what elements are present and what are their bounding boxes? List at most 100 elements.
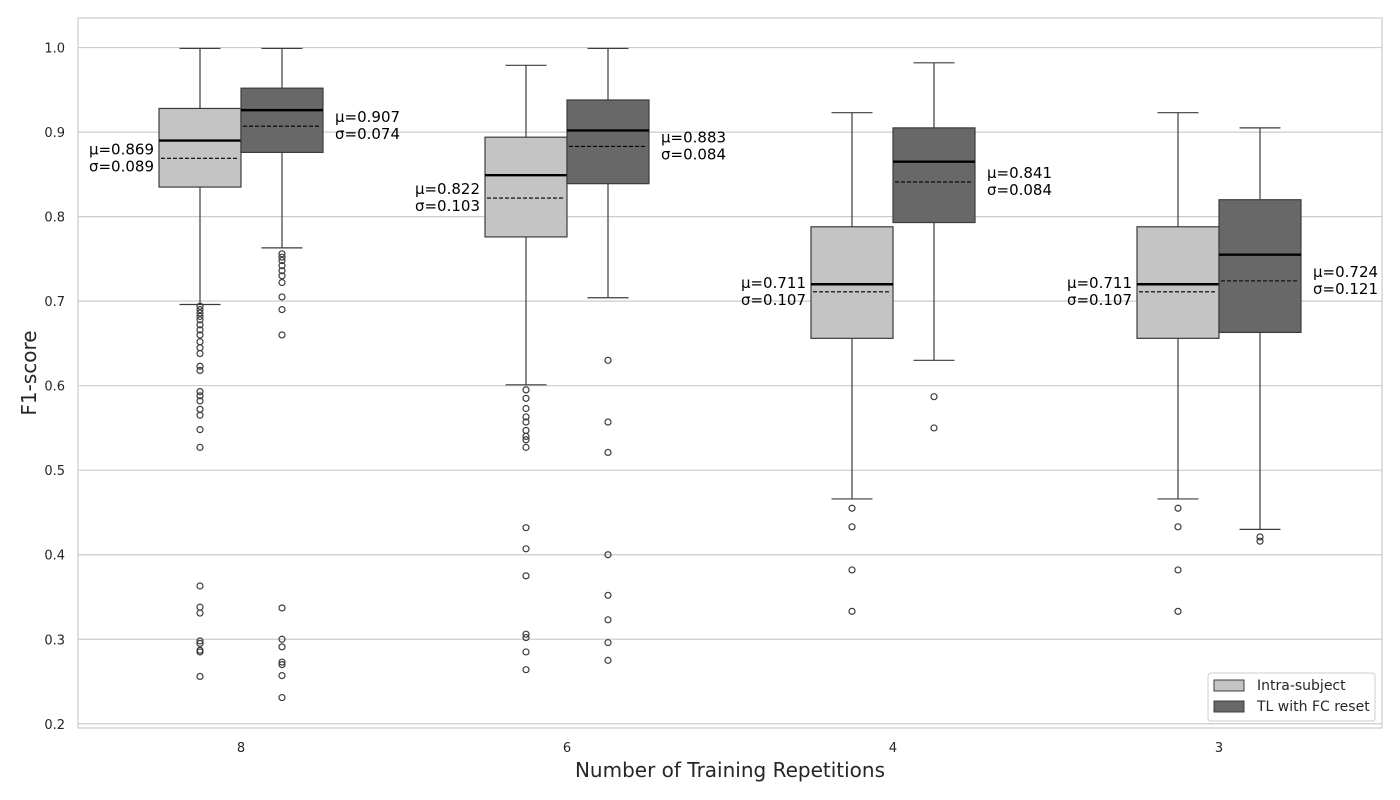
outlier-point [196, 331, 204, 339]
outlier-point [278, 262, 286, 270]
box-group [240, 47, 324, 702]
legend: Intra-subject TL with FC reset [1207, 672, 1376, 722]
x-tick-label: 3 [1215, 741, 1223, 756]
outlier-point [278, 331, 286, 339]
outlier-point [522, 633, 530, 642]
outlier-point [196, 405, 204, 413]
box-body [892, 127, 976, 224]
std-label: σ=0.084 [661, 145, 726, 163]
y-tick-label: 1.0 [44, 42, 65, 57]
outlier-point [196, 392, 204, 400]
outlier-point [278, 658, 286, 666]
legend-swatch-tl-with-fc-reset [1213, 700, 1245, 713]
legend-label-intra-subject: Intra-subject [1257, 678, 1346, 694]
outlier-point [196, 639, 204, 648]
std-label: σ=0.074 [335, 125, 400, 143]
std-label: σ=0.121 [1313, 280, 1378, 298]
box-body [240, 87, 324, 153]
mean-label: μ=0.841 [987, 164, 1052, 182]
outlier-point [196, 302, 204, 310]
outlier-point [848, 523, 856, 531]
y-tick-label: 0.3 [44, 633, 65, 648]
outlier-point [196, 387, 204, 396]
outlier-point [1174, 566, 1182, 574]
outlier-point [278, 253, 286, 261]
outlier-point [196, 672, 204, 681]
outlier-point [848, 504, 856, 512]
grid-lines [78, 46, 1382, 725]
stat-labels: μ=0.869σ=0.089μ=0.822σ=0.103μ=0.711σ=0.1… [89, 108, 1378, 309]
outlier-point [278, 306, 286, 314]
outlier-point [196, 306, 204, 314]
outlier-point [278, 661, 286, 669]
y-tick-label: 0.7 [44, 295, 65, 310]
outlier-point [522, 413, 530, 421]
box-body [484, 136, 568, 238]
outlier-point [278, 250, 286, 258]
std-label: σ=0.107 [741, 291, 806, 309]
outlier-point [604, 591, 612, 599]
outlier-point [522, 443, 530, 451]
outlier-point [278, 671, 286, 680]
box-group [1136, 112, 1220, 615]
box-body [566, 99, 650, 185]
y-tick-label: 0.4 [44, 549, 65, 564]
outlier-point [196, 326, 204, 334]
outlier-point [604, 356, 612, 364]
box-group [566, 47, 650, 664]
mean-label: μ=0.869 [89, 140, 154, 158]
outlier-point [1256, 533, 1264, 541]
outlier-point [196, 648, 204, 656]
y-tick-label: 0.2 [44, 718, 65, 733]
outlier-point [196, 344, 204, 352]
outlier-point [522, 404, 530, 413]
outlier-point [522, 630, 530, 638]
y-tick-label: 0.9 [44, 126, 65, 141]
outlier-point [196, 316, 204, 324]
box-body [158, 107, 242, 188]
plot-frame [77, 17, 1383, 729]
outlier-point [604, 448, 612, 457]
box-group [158, 47, 242, 681]
legend-label-tl-with-fc-reset: TL with FC reset [1256, 699, 1370, 715]
outlier-point [930, 424, 938, 432]
outlier-point [522, 386, 530, 394]
outlier-point [278, 604, 286, 612]
outlier-point [278, 693, 286, 702]
mean-label: μ=0.711 [1067, 274, 1132, 292]
legend-frame [1207, 672, 1376, 722]
outlier-point [278, 293, 286, 301]
mean-label: μ=0.711 [741, 274, 806, 292]
outlier-point [196, 426, 204, 434]
outlier-point [522, 432, 530, 440]
mean-label: μ=0.883 [661, 128, 726, 146]
outlier-point [278, 635, 286, 643]
box-body [1136, 226, 1220, 339]
outlier-point [1174, 607, 1182, 615]
outlier-point [196, 338, 204, 346]
outlier-point [196, 637, 204, 645]
outlier-point [278, 643, 286, 651]
outlier-point [604, 616, 612, 624]
outlier-point [522, 394, 530, 402]
y-tick-label: 0.8 [44, 211, 65, 226]
y-axis-title: F1-score [17, 330, 41, 415]
box-plot-marks [158, 47, 1302, 702]
outlier-point [930, 393, 938, 401]
mean-label: μ=0.724 [1313, 263, 1378, 281]
outlier-point [604, 551, 612, 559]
outlier-point [196, 309, 204, 317]
y-tick-label: 0.6 [44, 380, 65, 395]
legend-swatch-intra-subject [1213, 679, 1245, 692]
box-body [1218, 199, 1302, 334]
outlier-point [196, 411, 204, 419]
outlier-point [196, 312, 204, 320]
outlier-point [1256, 537, 1264, 545]
y-tick-label: 0.5 [44, 464, 65, 479]
mean-label: μ=0.822 [415, 180, 480, 198]
outlier-point [848, 607, 856, 615]
outlier-point [196, 582, 204, 590]
std-label: σ=0.084 [987, 181, 1052, 199]
std-label: σ=0.107 [1067, 291, 1132, 309]
